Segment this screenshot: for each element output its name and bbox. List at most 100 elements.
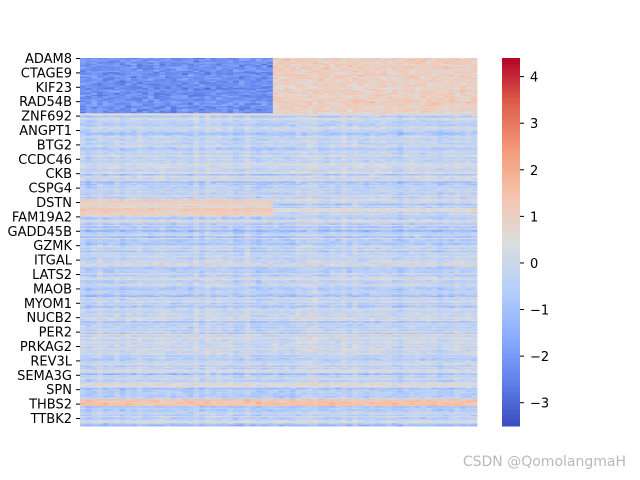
heatmap-cell [102,72,109,74]
heatmap-cell [227,58,234,60]
heatmap-cell [193,74,200,77]
heatmap-cell [255,76,262,79]
heatmap-cell [153,82,160,84]
heatmap-cell [159,91,166,94]
heatmap-cell [323,79,330,82]
heatmap-cell [108,94,115,97]
heatmap-cell [244,93,251,96]
heatmap-cell [233,72,240,74]
heatmap-cell [420,87,427,90]
heatmap-cell [250,103,257,106]
heatmap-cell [125,65,132,67]
heatmap-cell [159,90,166,93]
heatmap-cell [216,70,223,73]
heatmap-cell [391,76,398,79]
heatmap-cell [369,72,376,74]
heatmap-cell [267,82,274,84]
heatmap-cell [278,72,285,74]
heatmap-cell [80,69,87,72]
heatmap-cell [267,84,274,87]
heatmap-cell [221,94,228,97]
heatmap-cell [114,59,121,62]
heatmap-cell [301,86,308,89]
heatmap-cell [176,69,183,72]
heatmap-cell [216,60,223,63]
heatmap-cell [142,70,149,73]
heatmap-cell [312,76,319,79]
heatmap-cell [267,79,274,82]
heatmap-cell [187,74,194,77]
heatmap-cell [233,91,240,94]
heatmap-cell [312,73,319,76]
heatmap-cell [91,87,98,90]
heatmap-cell [289,82,296,84]
heatmap-cell [199,103,206,106]
heatmap-cell [454,101,461,104]
heatmap-cell [448,100,455,103]
heatmap-cell [159,89,166,91]
heatmap-cell [125,63,132,66]
heatmap-cell [216,59,223,62]
heatmap-cell [471,99,478,101]
heatmap-cell [363,84,370,87]
heatmap-cell [187,84,194,87]
heatmap-cell [221,87,228,90]
heatmap-cell [193,66,200,69]
heatmap-cell [284,70,291,73]
heatmap-cell [397,72,404,74]
heatmap-cell [238,66,245,69]
heatmap-cell [159,73,166,76]
heatmap-cell [374,77,381,80]
heatmap-cell [176,97,183,100]
heatmap-cell [204,80,211,83]
heatmap-cell [119,87,126,90]
heatmap-cell [374,63,381,66]
heatmap-cell [272,63,279,66]
heatmap-cell [420,94,427,97]
heatmap-cell [91,74,98,77]
heatmap-cell [148,67,155,70]
heatmap-cell [272,72,279,74]
heatmap-cell [233,67,240,70]
heatmap-cell [425,93,433,96]
heatmap-cell [420,80,427,83]
heatmap-cell [431,63,438,66]
heatmap-cell [312,70,319,73]
heatmap-cell [238,70,245,73]
heatmap-cell [397,94,404,97]
heatmap-cell [391,70,398,73]
heatmap-cell [295,74,302,77]
heatmap-cell [301,83,308,86]
heatmap-cell [114,77,121,80]
heatmap-cell [380,91,387,94]
heatmap-cell [289,72,296,74]
heatmap-cell [142,82,149,84]
heatmap-cell [80,87,87,90]
heatmap-cell [125,83,132,86]
heatmap-cell [170,76,177,79]
heatmap-cell [346,90,353,93]
heatmap-cell [91,93,98,96]
heatmap-cell [221,86,228,89]
heatmap-cell [204,63,211,66]
heatmap-cell [97,73,104,76]
heatmap-cell [425,87,433,90]
heatmap-cell [357,94,364,97]
heatmap-cell [335,80,342,83]
heatmap-cell [255,101,262,104]
heatmap-cell [142,60,149,63]
heatmap-cell [238,94,245,97]
heatmap-cell [363,89,370,91]
heatmap-cell [131,94,138,97]
heatmap-cell [244,96,251,99]
heatmap-cell [425,65,433,67]
heatmap-cell [442,65,450,67]
heatmap-cell [153,79,160,82]
heatmap-cell [85,77,92,80]
heatmap-cell [227,76,234,79]
heatmap-cell [85,82,92,84]
heatmap-cell [329,80,336,83]
heatmap-cell [374,101,381,104]
heatmap-cell [210,103,217,106]
heatmap-cell [329,76,336,79]
